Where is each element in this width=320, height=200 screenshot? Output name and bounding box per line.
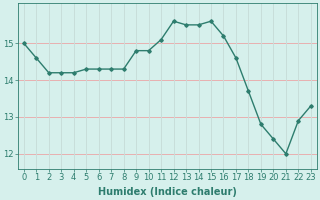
X-axis label: Humidex (Indice chaleur): Humidex (Indice chaleur)	[98, 187, 237, 197]
